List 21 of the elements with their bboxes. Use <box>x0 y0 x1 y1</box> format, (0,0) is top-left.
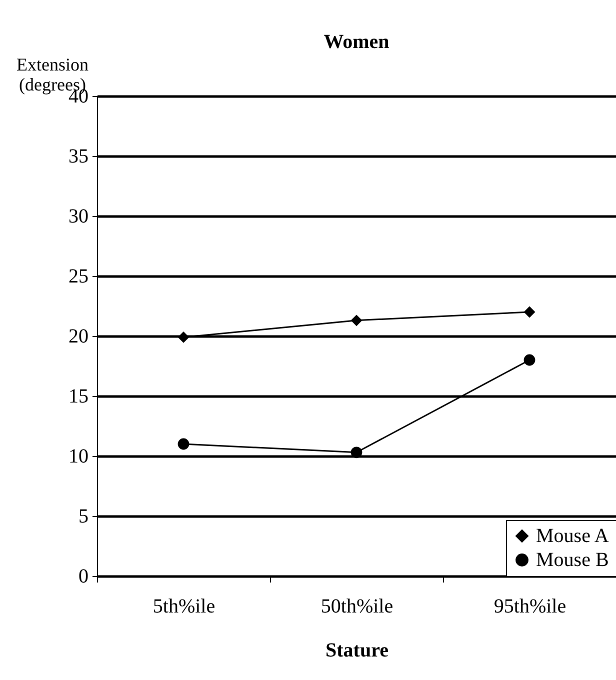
x-axis-title: Stature <box>326 640 389 662</box>
y-tick-label: 5 <box>78 506 88 528</box>
y-tick-label: 10 <box>68 446 88 468</box>
x-tick-label: 95th%ile <box>494 596 566 618</box>
y-tick-label: 0 <box>78 566 88 588</box>
legend-label: Mouse B <box>536 549 609 571</box>
legend-label: Mouse A <box>536 525 610 547</box>
chart-title: Women <box>324 31 390 53</box>
y-tick-label: 15 <box>68 386 88 408</box>
point <box>350 446 362 458</box>
point <box>178 332 190 343</box>
point <box>524 354 536 366</box>
point <box>178 438 190 450</box>
y-tick-label: 30 <box>68 206 88 228</box>
x-tick-label: 50th%ile <box>320 596 394 618</box>
x-tick-label: 5th%ile <box>152 596 216 618</box>
point <box>350 314 362 326</box>
y-tick-label: 35 <box>68 146 88 168</box>
point <box>524 306 536 318</box>
y-tick-label: 20 <box>68 326 88 348</box>
y-tick-label: 25 <box>68 266 88 288</box>
